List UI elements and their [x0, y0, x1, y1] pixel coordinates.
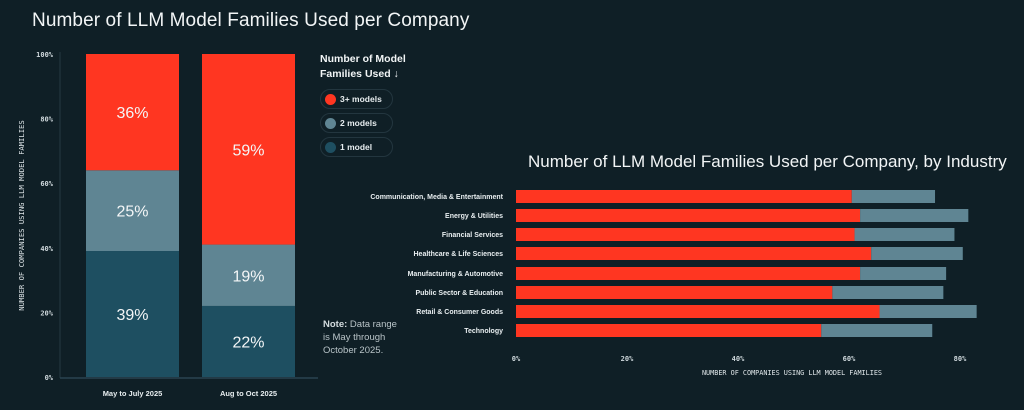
legend-label-1: 1 model	[340, 142, 373, 152]
y-tick-label: 40%	[40, 245, 53, 253]
bar-segment	[202, 305, 295, 377]
category-label: Communication, Media & Entertainment	[370, 194, 503, 201]
x-tick-label: May to July 2025	[103, 389, 163, 398]
x-axis-title: NUMBER OF COMPANIES USING LLM MODEL FAMI…	[702, 369, 882, 377]
bar-segment	[202, 54, 295, 245]
legend-swatch-2	[325, 117, 336, 129]
x-tick-label: 40%	[732, 355, 745, 363]
y-tick-label: 80%	[40, 116, 53, 124]
x-tick-label: Aug to Oct 2025	[220, 389, 277, 398]
bar-segment	[202, 244, 295, 306]
bar-segment	[516, 305, 880, 318]
chart-title-by-industry: Number of LLM Model Families Used per Co…	[528, 152, 1007, 171]
data-range-note: Note: Data range is May through October …	[323, 318, 401, 357]
bar-segment	[860, 267, 947, 280]
note-label: Note:	[323, 319, 348, 330]
category-label: Healthcare & Life Sciences	[414, 251, 504, 258]
bar-segment-label: 22%	[232, 334, 264, 351]
category-label: Manufacturing & Automotive	[408, 271, 504, 278]
legend-label-3plus: 3+ models	[340, 94, 382, 104]
bar-segment	[854, 228, 955, 241]
bar-segment-label: 19%	[232, 268, 264, 285]
legend-swatch-3plus	[325, 93, 336, 105]
note-text: Data range is May through October 2025.	[323, 319, 397, 356]
bar-segment	[871, 247, 963, 260]
bar-segment	[851, 190, 936, 203]
legend-label-2: 2 models	[340, 118, 377, 128]
bar-segment	[86, 54, 179, 171]
bar-segment	[516, 228, 855, 241]
category-label: Technology	[464, 328, 503, 335]
legend-title: Number of Model Families Used ↓	[320, 53, 406, 80]
bar-segment-label: 59%	[232, 142, 264, 159]
bar-segment	[516, 267, 861, 280]
y-tick-label: 20%	[40, 309, 53, 317]
bar-segment	[879, 305, 977, 318]
y-tick-label: 100%	[36, 51, 54, 59]
x-tick-label: 60%	[843, 355, 856, 363]
bar-segment-label: 39%	[116, 307, 148, 324]
bar-segment	[516, 324, 822, 337]
bar-segment	[86, 251, 179, 377]
x-tick-label: 80%	[954, 355, 967, 363]
bar-segment	[516, 247, 872, 260]
bar-segment	[832, 286, 944, 299]
category-label: Public Sector & Education	[415, 290, 503, 297]
bar-segment-label: 25%	[116, 204, 148, 221]
category-label: Financial Services	[442, 232, 503, 239]
legend-item-3plus[interactable]: 3+ models	[320, 89, 393, 109]
legend-item-1[interactable]: 1 model	[320, 137, 393, 157]
legend-item-2[interactable]: 2 models	[320, 113, 393, 133]
bar-segment	[516, 209, 861, 222]
y-tick-label: 0%	[45, 374, 54, 382]
category-label: Energy & Utilities	[445, 213, 503, 220]
bar-segment	[821, 324, 933, 337]
legend: Number of Model Families Used ↓ 3+ model…	[320, 52, 430, 157]
bar-segment	[516, 286, 833, 299]
chart-title-overall: Number of LLM Model Families Used per Co…	[32, 10, 470, 31]
x-tick-label: 20%	[621, 355, 634, 363]
x-tick-label: 0%	[512, 355, 521, 363]
y-tick-label: 60%	[40, 180, 53, 188]
bar-segment	[516, 190, 852, 203]
category-label: Retail & Consumer Goods	[416, 309, 503, 316]
bar-segment	[86, 170, 179, 252]
bar-segment	[860, 209, 969, 222]
y-axis-title: NUMBER OF COMPANIES USING LLM MODEL FAMI…	[17, 120, 26, 310]
bar-segment-label: 36%	[116, 105, 148, 122]
legend-swatch-1	[325, 141, 336, 153]
